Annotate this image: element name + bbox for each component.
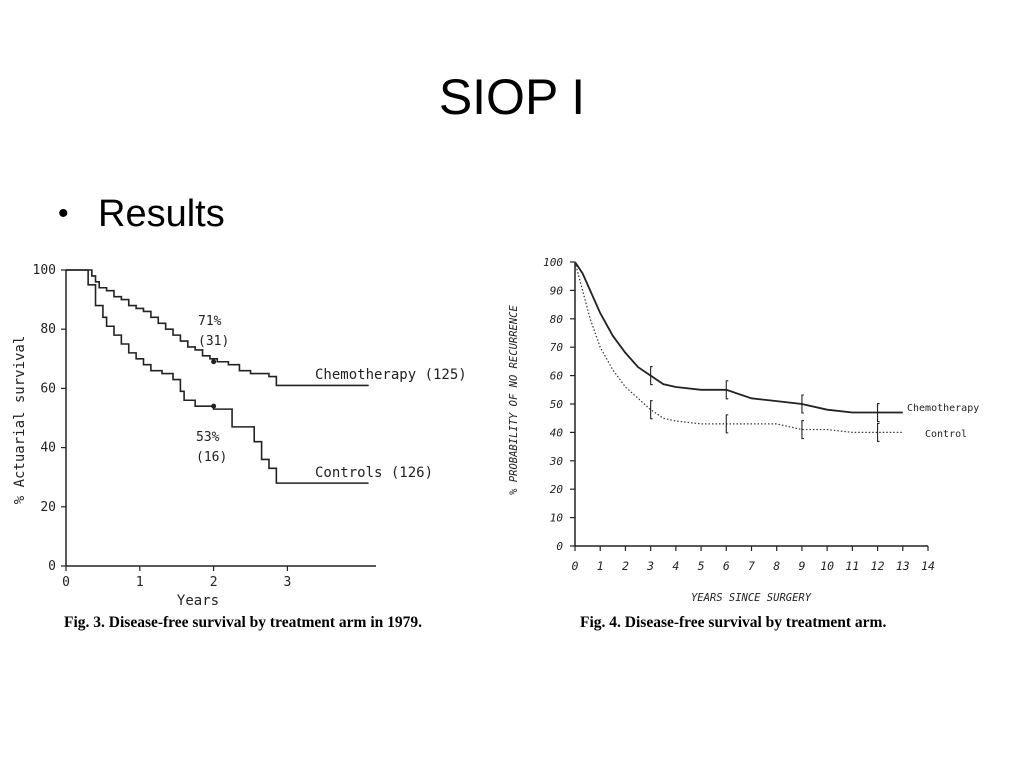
fig4-legend-chemotherapy: Chemotherapy <box>907 403 979 414</box>
fig4-y-tick-label: 20 <box>550 483 564 496</box>
figure-4-caption: Fig. 4. Disease-free survival by treatme… <box>580 614 886 632</box>
fig4-legend-control: Control <box>925 429 967 440</box>
fig3-y-tick-label: 80 <box>40 322 56 337</box>
fig4-x-tick-label: 13 <box>896 559 910 573</box>
slide-title: SIOP I <box>438 69 586 125</box>
fig4-y-tick-label: 30 <box>549 455 564 468</box>
fig4-x-tick-label: 9 <box>798 559 805 573</box>
fig3-annotation-marker <box>211 359 217 365</box>
fig4-x-tick-label: 2 <box>622 559 629 573</box>
fig3-x-tick-label: 0 <box>62 575 70 590</box>
fig3-y-tick-label: 60 <box>40 381 56 396</box>
fig3-y-tick-label: 40 <box>40 441 56 456</box>
fig4-x-tick-label: 8 <box>773 559 780 573</box>
fig4-error-bars <box>650 366 880 442</box>
fig4-x-tick-label: 0 <box>572 559 579 573</box>
fig3-y-tick-label: 0 <box>48 559 56 574</box>
fig4-x-tick-label: 5 <box>698 559 705 573</box>
annotation-chemo-71pct: 71% <box>198 314 222 329</box>
fig4-y-tick-label: 70 <box>550 341 564 354</box>
fig4-x-tick-label: 10 <box>820 559 834 573</box>
bullet-item: • Results <box>58 188 225 240</box>
fig3-legend-controls: Controls (126) <box>315 465 433 481</box>
fig4-y-tick-label: 0 <box>556 540 563 553</box>
fig4-y-tick-label: 80 <box>550 313 564 326</box>
fig3-x-tick-label: 2 <box>210 575 218 590</box>
figure-3-chart: 0 20 40 60 80 100 0 1 2 3 71% (31) 53% (16) Chemo… <box>12 263 467 609</box>
fig3-y-tick-label: 20 <box>40 500 56 515</box>
fig3-annotation-marker <box>211 403 217 409</box>
fig4-series <box>574 261 903 433</box>
fig4-y-tick-label: 50 <box>550 398 564 411</box>
fig4-x-tick-label: 4 <box>672 559 679 573</box>
fig4-x-tick-label: 3 <box>646 559 654 573</box>
figure-4-caption-text: Disease-free survival by treatment arm. <box>624 614 887 631</box>
fig3-series-line-chemotherapy <box>66 269 369 387</box>
fig4-x-label: YEARS SINCE SURGERY <box>691 592 812 604</box>
annotation-ctrl-16: (16) <box>196 450 227 465</box>
fig4-x-tick-label: 14 <box>921 559 935 573</box>
fig4-y-tick-label: 90 <box>550 284 564 297</box>
fig4-x-tick-label: 11 <box>845 559 859 573</box>
fig4-x-tick-label: 1 <box>597 559 604 573</box>
fig4-y-tick-label: 100 <box>543 256 563 269</box>
fig4-error-bar <box>801 420 804 440</box>
fig4-error-bar <box>877 402 880 423</box>
fig3-series <box>66 269 369 484</box>
fig4-y-tick-label: 40 <box>550 426 564 439</box>
fig3-series-line-controls <box>66 269 369 484</box>
fig4-y-tick-label: 10 <box>550 512 564 525</box>
fig3-ticks: 0 20 40 60 80 100 0 1 2 3 <box>33 263 292 590</box>
fig3-x-tick-label: 3 <box>284 575 292 590</box>
fig3-y-label: % Actuarial survival <box>12 336 28 505</box>
fig4-error-bar <box>725 414 729 434</box>
bullet-dot-icon: • <box>58 197 69 230</box>
annotation-chemo-31: (31) <box>198 334 229 349</box>
annotation-ctrl-53pct: 53% <box>196 430 220 445</box>
fig4-axes <box>574 262 928 547</box>
fig4-x-tick-label: 12 <box>871 559 885 573</box>
fig4-y-tick-label: 60 <box>550 370 564 383</box>
fig4-series-line-chemotherapy <box>574 261 903 414</box>
fig4-error-bar <box>725 380 729 400</box>
figure-3-caption-text: Disease-free survival by treatment arm i… <box>108 614 423 631</box>
fig4-error-bar <box>801 394 804 414</box>
fig4-y-label: % PROBABILITY OF NO RECURRENCE <box>508 305 520 495</box>
figure-3-caption: Fig. 3. Disease-free survival by treatme… <box>64 614 422 632</box>
figure-4-caption-fig: Fig. 4. <box>580 614 621 631</box>
fig4-x-tick-label: 7 <box>748 559 755 573</box>
fig4-error-bar <box>877 422 880 442</box>
fig4-series-line-control <box>574 261 903 433</box>
fig3-axes <box>65 270 376 567</box>
figure-3-caption-fig: Fig. 3. <box>64 614 105 631</box>
fig3-annotations: 71% (31) 53% (16) <box>196 314 229 465</box>
fig3-x-tick-label: 1 <box>136 575 144 590</box>
fig3-x-label: Years <box>177 593 219 609</box>
fig3-legend-chemotherapy: Chemotherapy (125) <box>315 367 467 383</box>
fig3-y-tick-label: 100 <box>33 263 56 278</box>
fig4-error-bar <box>650 366 653 386</box>
fig4-x-tick-label: 6 <box>723 559 730 573</box>
bullet-text: Results <box>98 193 225 235</box>
fig4-error-bar <box>650 400 653 420</box>
